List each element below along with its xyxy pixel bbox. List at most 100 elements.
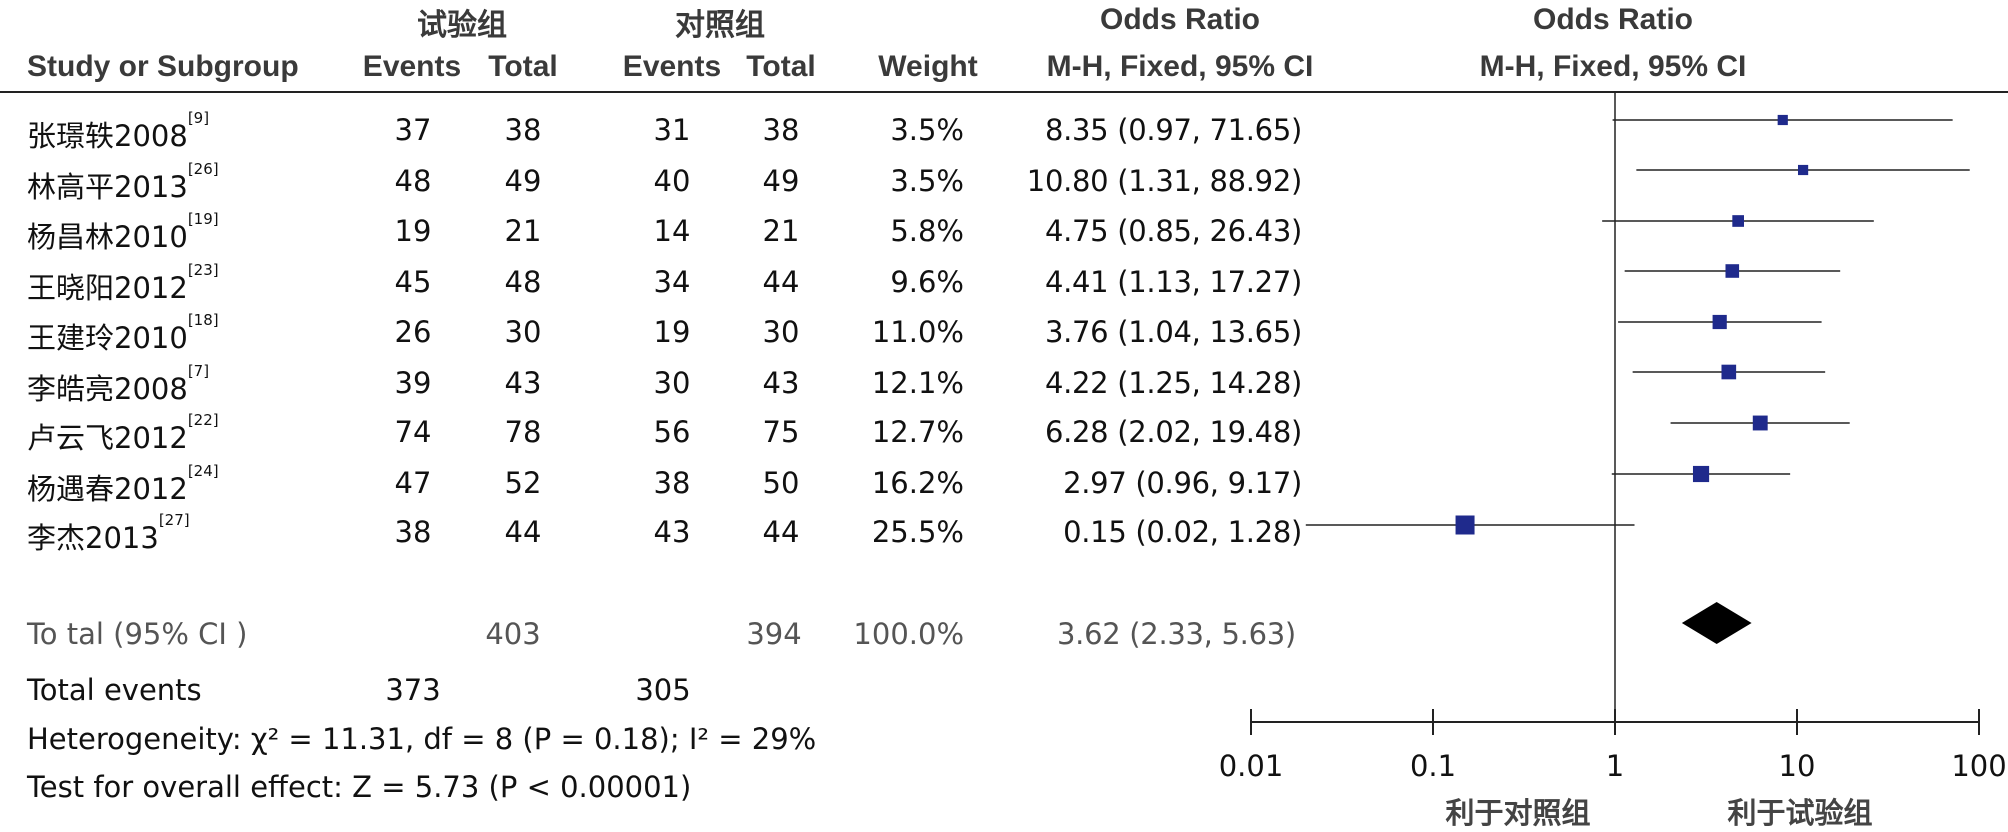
- pooled-diamond: [1681, 602, 1752, 644]
- x-axis-tick-label: 0.1: [1410, 749, 1456, 783]
- study-exp-total: 52: [504, 466, 542, 500]
- x-axis-tick-label: 10: [1779, 749, 1816, 783]
- total-exp-total: 403: [485, 617, 541, 651]
- header-odds-ratio-text: Odds Ratio: [1099, 3, 1261, 36]
- study-name: 王晓阳2012[23]: [27, 261, 219, 307]
- study-reference: [7]: [187, 362, 210, 380]
- heterogeneity-text: Heterogeneity: χ² = 11.31, df = 8 (P = 0…: [27, 722, 817, 756]
- total-events-exp: 373: [385, 673, 441, 707]
- study-reference: [23]: [187, 261, 219, 279]
- study-ctrl-total: 44: [762, 515, 800, 549]
- study-name-text: 李杰2013: [27, 521, 159, 555]
- study-reference: [18]: [187, 311, 219, 329]
- study-exp-events: 48: [394, 164, 432, 198]
- favours-experimental-label: 利于试验组: [1727, 798, 1873, 830]
- study-weight: 25.5%: [871, 515, 964, 549]
- study-exp-total: 44: [504, 515, 542, 549]
- overall-effect-text: Test for overall effect: Z = 5.73 (P < 0…: [27, 770, 692, 804]
- study-exp-events: 38: [394, 515, 432, 549]
- study-ctrl-events: 56: [653, 415, 691, 449]
- study-weight: 3.5%: [890, 164, 964, 198]
- study-name-text: 李皓亮2008: [27, 372, 188, 406]
- study-exp-total: 38: [504, 113, 542, 147]
- study-weight: 9.6%: [890, 265, 964, 299]
- total-weight: 100.0%: [853, 617, 964, 651]
- study-weight: 11.0%: [871, 315, 964, 349]
- header-weight: Weight: [878, 50, 978, 83]
- study-name-text: 卢云飞2012: [27, 421, 188, 455]
- or-marker: [1455, 515, 1475, 535]
- study-ci-text: 6.28 (2.02, 19.48): [1044, 415, 1302, 449]
- study-reference: [27]: [158, 511, 190, 529]
- study-name: 李皓亮2008[7]: [27, 362, 209, 408]
- study-ci-text: 4.41 (1.13, 17.27): [1044, 265, 1302, 299]
- study-ctrl-events: 34: [653, 265, 691, 299]
- study-name: 王建玲2010[18]: [27, 311, 219, 357]
- study-name-text: 杨昌林2010: [27, 220, 188, 254]
- study-name: 张璟轶2008[9]: [27, 109, 209, 155]
- study-exp-events: 19: [394, 214, 432, 248]
- study-name-text: 杨遇春2012: [27, 472, 188, 506]
- study-reference: [22]: [187, 411, 219, 429]
- study-ctrl-events: 30: [653, 366, 691, 400]
- study-name: 杨昌林2010[19]: [27, 210, 219, 256]
- study-ci-text: 3.76 (1.04, 13.65): [1044, 315, 1302, 349]
- total-events-label: Total events: [27, 673, 202, 707]
- study-ctrl-total: 44: [762, 265, 800, 299]
- x-axis-tick-label: 0.01: [1219, 749, 1284, 783]
- study-weight: 16.2%: [871, 466, 964, 500]
- study-reference: [9]: [187, 109, 210, 127]
- header-method-text: M-H, Fixed, 95% CI: [1046, 50, 1314, 83]
- study-exp-total: 48: [504, 265, 542, 299]
- study-weight: 12.1%: [871, 366, 964, 400]
- total-ci-text: 3.62 (2.33, 5.63): [1057, 617, 1296, 651]
- study-reference: [24]: [187, 462, 219, 480]
- header-control-group: 对照组: [675, 9, 765, 42]
- study-ctrl-total: 21: [762, 214, 800, 248]
- study-weight: 12.7%: [871, 415, 964, 449]
- header-exp-total: Total: [488, 50, 558, 83]
- study-reference: [26]: [187, 160, 219, 178]
- study-exp-events: 47: [394, 466, 432, 500]
- study-exp-events: 26: [394, 315, 432, 349]
- study-exp-total: 78: [504, 415, 542, 449]
- study-reference: [19]: [187, 210, 219, 228]
- study-ci-text: 10.80 (1.31, 88.92): [1026, 164, 1303, 198]
- study-ctrl-events: 40: [653, 164, 691, 198]
- study-ci-text: 8.35 (0.97, 71.65): [1044, 113, 1302, 147]
- study-name: 林高平2013[26]: [27, 160, 219, 206]
- total-events-ctrl: 305: [635, 673, 691, 707]
- study-exp-total: 30: [504, 315, 542, 349]
- or-marker: [1752, 415, 1768, 431]
- header-experimental-group: 试验组: [417, 9, 507, 42]
- study-ctrl-total: 38: [762, 113, 800, 147]
- study-name: 卢云飞2012[22]: [27, 411, 219, 457]
- x-axis-tick-label: 100: [1951, 749, 2006, 783]
- or-marker: [1777, 114, 1788, 126]
- favours-control-label: 利于对照组: [1445, 798, 1591, 830]
- study-ctrl-total: 43: [762, 366, 800, 400]
- study-ctrl-events: 38: [653, 466, 691, 500]
- study-name-text: 林高平2013: [27, 170, 188, 204]
- study-ctrl-events: 43: [653, 515, 691, 549]
- or-marker: [1725, 264, 1740, 278]
- total-label: To tal (95% CI ): [27, 617, 248, 651]
- study-ctrl-events: 19: [653, 315, 691, 349]
- or-marker: [1692, 465, 1710, 483]
- header-study: Study or Subgroup: [27, 50, 299, 83]
- total-ctrl-total: 394: [746, 617, 802, 651]
- study-ctrl-total: 49: [762, 164, 800, 198]
- header-method-plot: M-H, Fixed, 95% CI: [1479, 50, 1747, 83]
- study-exp-total: 43: [504, 366, 542, 400]
- header-odds-ratio-plot: Odds Ratio: [1532, 3, 1694, 36]
- or-marker: [1732, 215, 1744, 227]
- study-exp-events: 74: [394, 415, 432, 449]
- study-ctrl-total: 30: [762, 315, 800, 349]
- study-ctrl-total: 50: [762, 466, 800, 500]
- study-exp-total: 21: [504, 214, 542, 248]
- study-ci-text: 2.97 (0.96, 9.17): [1063, 466, 1302, 500]
- header-ctrl-total: Total: [746, 50, 816, 83]
- study-ci-text: 4.22 (1.25, 14.28): [1044, 366, 1302, 400]
- study-ctrl-total: 75: [762, 415, 800, 449]
